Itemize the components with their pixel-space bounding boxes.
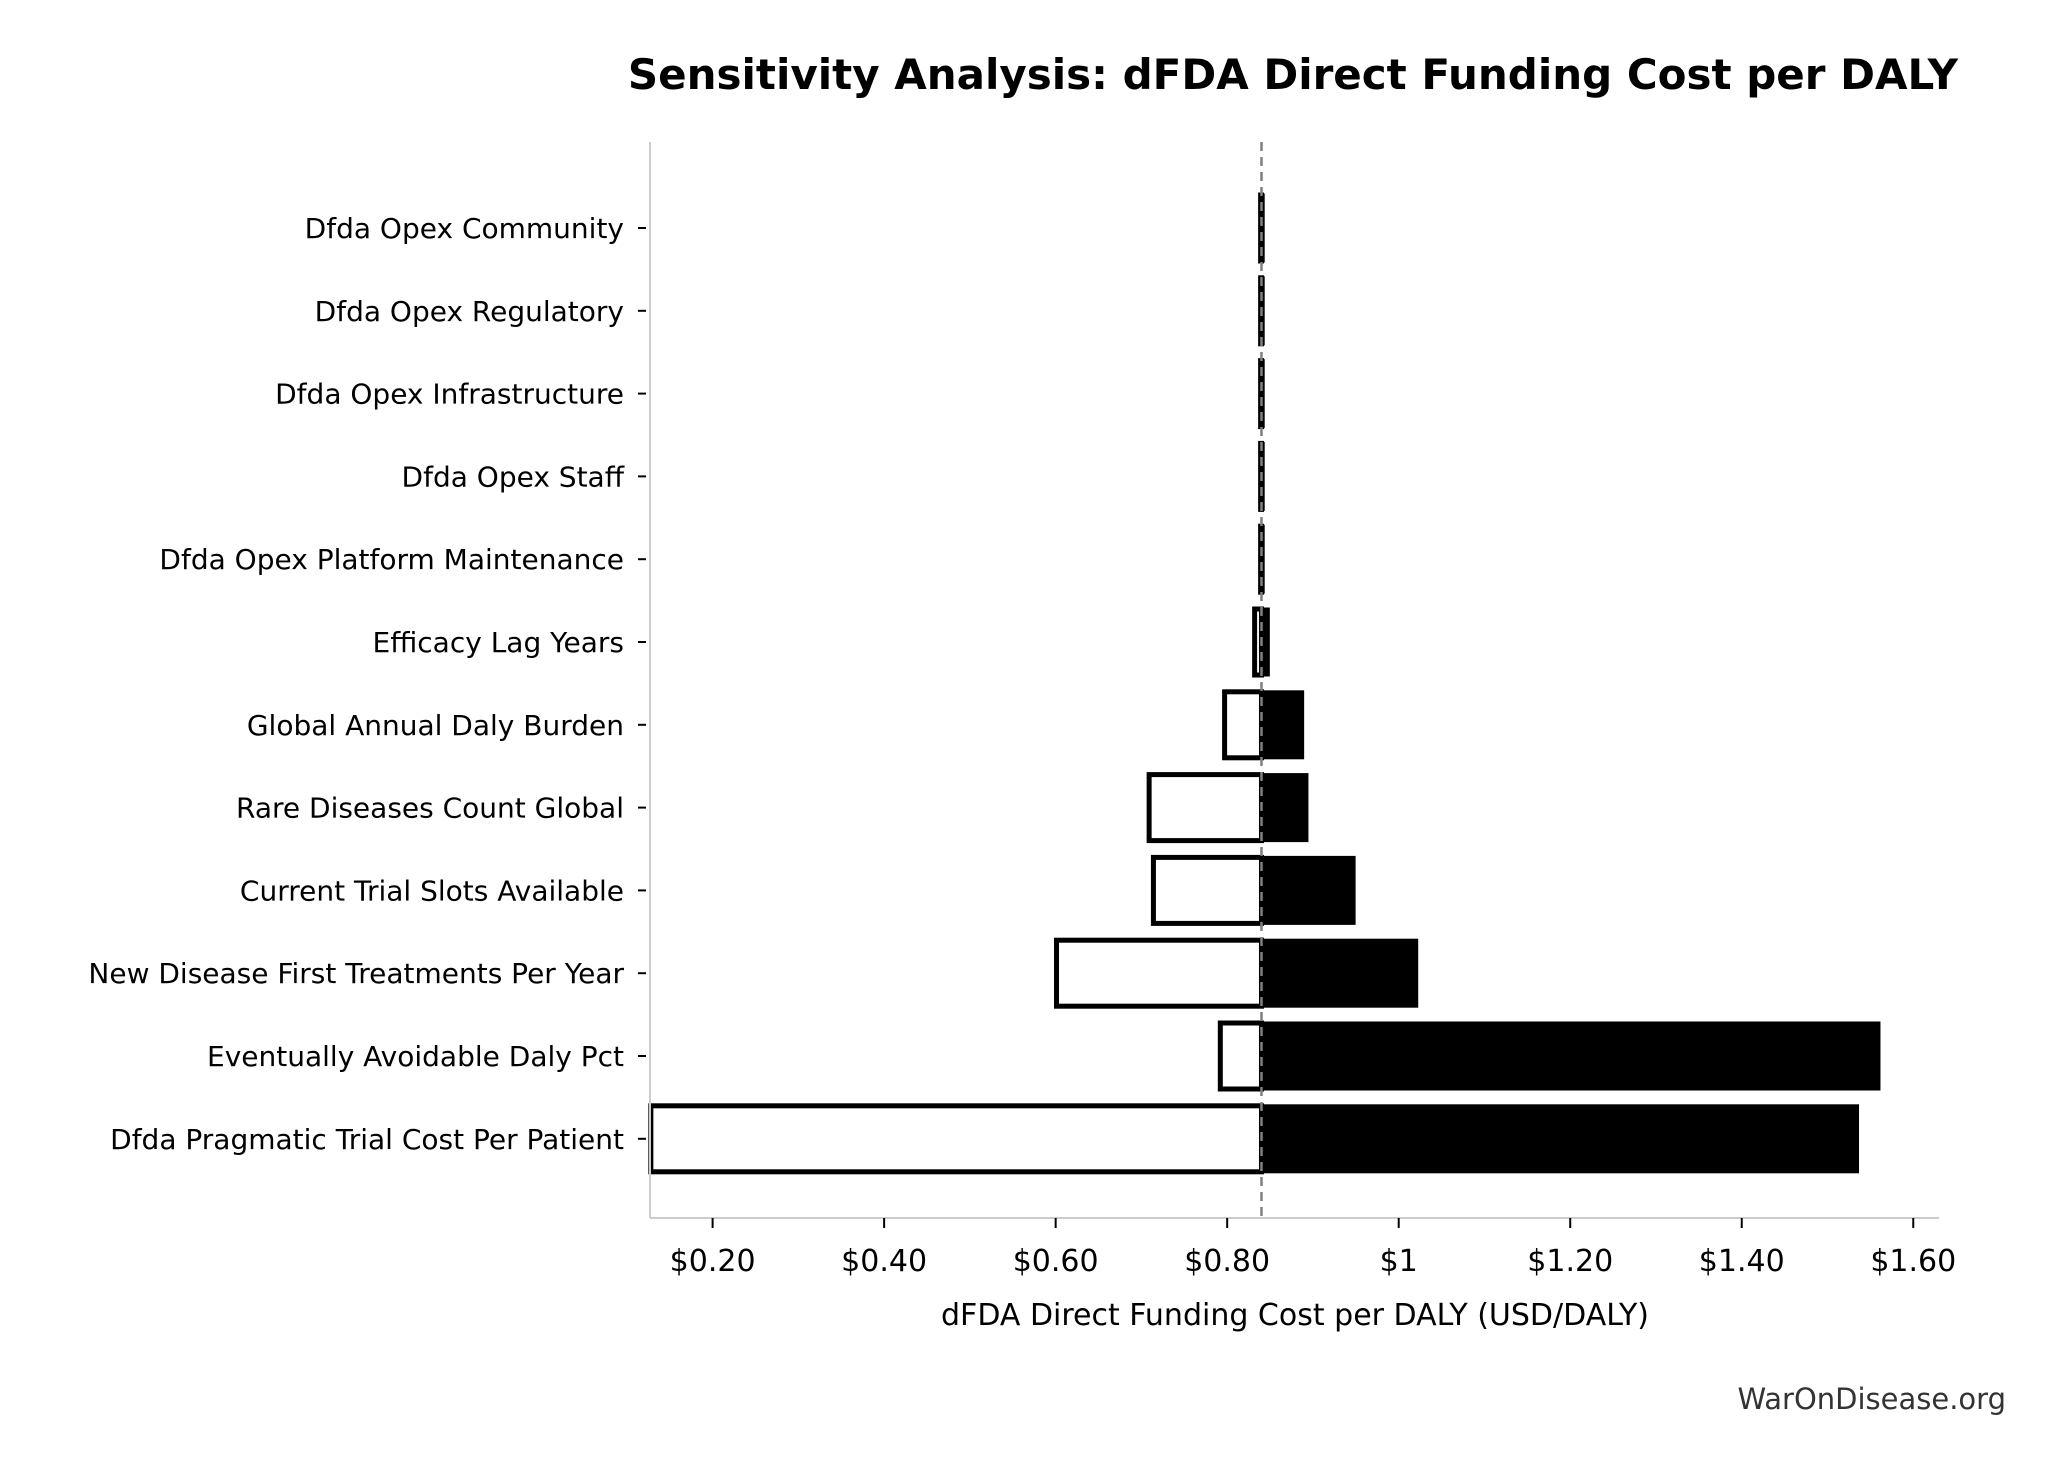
y-tick-label: Dfda Opex Community [305,212,624,245]
y-tick-label: Dfda Opex Regulatory [315,295,624,328]
x-tick-label: $1.20 [1527,1244,1613,1279]
axes-group [638,142,1939,1228]
x-tick-label: $0.80 [1184,1244,1270,1279]
x-tick-label: $0.60 [1013,1244,1099,1279]
x-axis-label: dFDA Direct Funding Cost per DALY (USD/D… [941,1298,1649,1333]
y-tick-label: Eventually Avoidable Daly Pct [207,1040,624,1073]
chart-title: Sensitivity Analysis: dFDA Direct Fundin… [627,50,1959,99]
y-tick-labels: Dfda Opex Community Dfda Opex Regulatory D… [88,212,624,1156]
bars-group [648,192,1881,1175]
bar-high [1259,690,1305,760]
y-tick-label: Global Annual Daly Burden [247,709,624,742]
x-tick-labels: $0.20 $0.40 $0.60 $0.80 $1 $1.20 $1.40 $1.60 [670,1244,1957,1279]
y-tick-label: Efficacy Lag Years [373,626,624,659]
y-tick-label: Dfda Pragmatic Trial Cost Per Patient [110,1123,624,1156]
y-tick-label: Dfda Opex Infrastructure [275,378,624,411]
y-tick-label: Rare Diseases Count Global [236,792,624,825]
bar-low [1217,1020,1264,1092]
bar-high [1259,1104,1860,1174]
bar-high [1259,773,1309,843]
y-tick-label: Dfda Opex Staff [402,460,625,493]
x-tick-label: $0.20 [670,1244,756,1279]
bar-high [1259,855,1356,925]
bar-low [1222,689,1264,761]
watermark: WarOnDisease.org [1737,1382,2006,1416]
bar-high [1259,1021,1881,1091]
x-tick-label: $1.40 [1699,1244,1785,1279]
bar-low [1150,854,1264,926]
x-tick-label: $1 [1380,1244,1418,1279]
y-tick-label: Dfda Opex Platform Maintenance [159,543,624,576]
y-tick-label: New Disease First Treatments Per Year [88,957,624,990]
y-tick-label: Current Trial Slots Available [240,874,624,907]
bar-low [1054,937,1264,1009]
bar-high [1259,938,1419,1008]
bar-low [648,1103,1264,1175]
x-tick-label: $1.60 [1870,1244,1956,1279]
bar-low [1146,772,1264,844]
x-tick-label: $0.40 [841,1244,927,1279]
